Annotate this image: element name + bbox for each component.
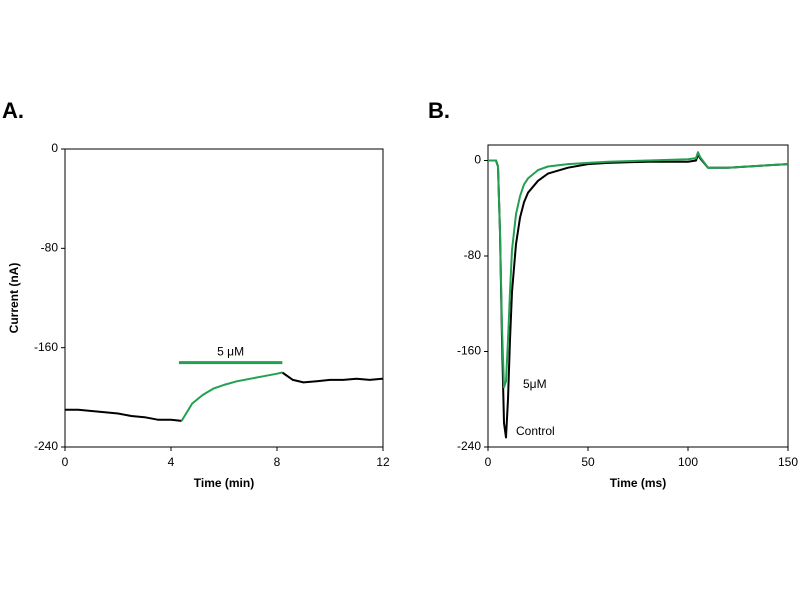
y-tick-label: -80 — [41, 241, 59, 255]
x-axis-label: Time (ms) — [610, 476, 666, 490]
x-tick-label: 8 — [274, 455, 281, 469]
x-tick-label: 12 — [376, 455, 390, 469]
x-tick-label: 100 — [678, 455, 698, 469]
panel-title: A. — [2, 98, 24, 123]
x-axis-label: Time (min) — [194, 476, 254, 490]
series-line — [65, 371, 384, 422]
plot-frame — [64, 148, 384, 448]
panel-title: B. — [428, 98, 450, 123]
series-label: Control — [516, 424, 555, 438]
y-tick-label: -160 — [457, 344, 481, 358]
y-tick-label: 0 — [51, 141, 58, 155]
x-tick-label: 150 — [778, 455, 798, 469]
series-line — [180, 371, 283, 422]
y-tick-label: -80 — [464, 248, 482, 262]
y-tick-label: -160 — [34, 340, 58, 354]
y-tick-label: -240 — [457, 439, 481, 453]
y-axis-label: Current (nA) — [7, 263, 21, 334]
series-label: 5μM — [523, 377, 547, 391]
series-line — [488, 153, 789, 439]
series-line — [488, 151, 789, 389]
y-tick-label: -240 — [34, 439, 58, 453]
y-tick-label: 0 — [474, 153, 481, 167]
x-tick-label: 0 — [62, 455, 69, 469]
x-tick-label: 0 — [485, 455, 492, 469]
treatment-label: 5 μM — [217, 345, 244, 359]
x-tick-label: 50 — [581, 455, 595, 469]
x-tick-label: 4 — [168, 455, 175, 469]
plot-frame — [487, 144, 789, 448]
